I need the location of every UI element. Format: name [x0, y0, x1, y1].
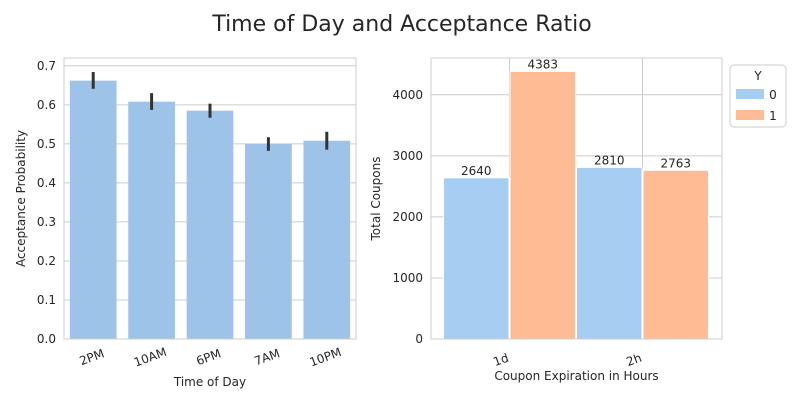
x-tick-label: 10PM [308, 345, 344, 369]
legend-swatch [736, 89, 764, 99]
figure-title: Time of Day and Acceptance Ratio [211, 12, 591, 37]
bar-y1 [509, 70, 576, 340]
y-tick-label: 0.7 [37, 59, 56, 73]
x-tick-label: 2h [624, 351, 643, 369]
bar [128, 101, 175, 339]
x-axis-label: Coupon Expiration in Hours [494, 369, 658, 383]
x-tick-label: 6PM [194, 346, 223, 368]
bar-y0 [443, 177, 510, 340]
plot-frame [430, 57, 723, 340]
legend-swatch [736, 110, 764, 120]
legend-title: Y [753, 69, 762, 83]
y-tick-label: 0.1 [37, 293, 56, 307]
y-tick-label: 0 [415, 332, 423, 346]
y-tick-label: 0.2 [37, 254, 56, 268]
bar-y0 [576, 166, 643, 340]
x-tick-label: 7AM [252, 346, 281, 368]
data-label: 2810 [594, 153, 625, 167]
y-tick-label: 2000 [392, 210, 423, 224]
legend-label: 0 [769, 88, 777, 102]
coupon-expiration-chart: 0 1000 2000 3000 4000 2640 4383 1d 2810 2763 2hCou… [369, 57, 787, 383]
y-tick-label: 0.3 [37, 215, 56, 229]
x-tick-label: 2PM [78, 346, 107, 368]
y-tick-label: 0.5 [37, 137, 56, 151]
y-tick-label: 3000 [392, 149, 423, 163]
y-tick-label: 1000 [392, 271, 423, 285]
y-tick-label: 0.0 [37, 332, 56, 346]
acceptance-by-time-chart: 0.0 0.1 0.2 0.3 0.4 0.5 0.6 0.7 2PM 10AM 6PM 7AM 10P… [14, 57, 357, 389]
x-axis-label: Time of Day [173, 375, 246, 389]
legend-label: 1 [769, 109, 777, 123]
legend: Y0 1 [729, 64, 787, 128]
bar-y1 [642, 169, 709, 340]
x-tick-label: 10AM [132, 345, 169, 370]
bar [245, 143, 292, 339]
y-tick-label: 4000 [392, 88, 423, 102]
x-tick-label: 1d [491, 351, 510, 369]
bar [303, 140, 351, 339]
y-axis-label: Total Coupons [369, 157, 383, 242]
y-tick-label: 0.4 [37, 176, 56, 190]
data-label: 4383 [527, 57, 558, 71]
data-label: 2640 [461, 164, 492, 178]
bar [69, 80, 117, 339]
plot-frame [63, 57, 357, 340]
y-tick-label: 0.6 [37, 98, 56, 112]
y-axis-label: Acceptance Probability [14, 130, 28, 267]
bar [186, 110, 234, 339]
data-label: 2763 [660, 156, 691, 170]
